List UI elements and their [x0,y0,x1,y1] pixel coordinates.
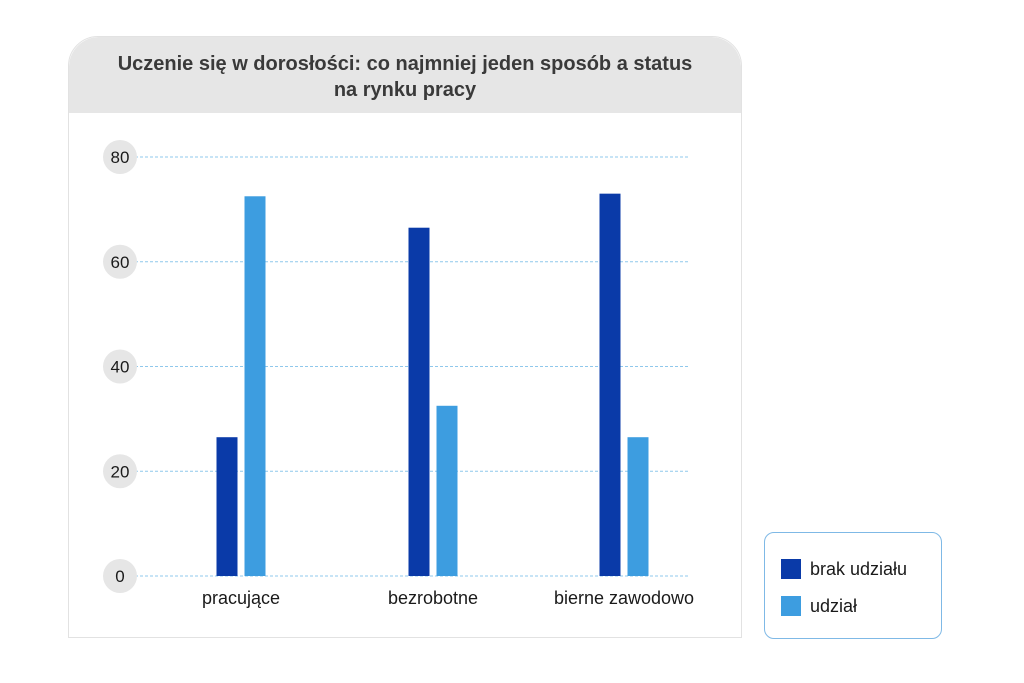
bar-udzial-pracujace [244,196,266,576]
chart-header [69,37,741,113]
bar-udzial-bierne-zawodowo [627,437,649,576]
x-tick-label-bezrobotne: bezrobotne [388,588,478,608]
y-tick-label-0: 0 [115,567,124,586]
y-tick-bg-40 [103,349,137,384]
x-tick-label-bierne-zawodowo: bierne zawodowo [554,588,694,608]
bar-brak-udzialu-bierne-zawodowo [599,193,621,576]
y-tick-label-20: 20 [111,462,130,481]
legend-label-udzial: udział [810,595,858,616]
y-tick-bg-60 [103,244,137,279]
y-tick-bg-0 [103,559,137,593]
y-tick-label-80: 80 [111,148,130,167]
legend-swatch-udzial [781,596,801,616]
chart-card: Uczenie się w dorosłości: co najmniej je… [68,36,742,638]
x-tick-label-pracujace: pracujące [202,588,280,608]
legend-swatch-brak-udzialu [781,559,801,579]
bar-udzial-bezrobotne [436,405,458,576]
legend-item-udzial: udział [781,595,857,617]
bar-brak-udzialu-bezrobotne [408,227,430,577]
chart-title: Uczenie się w dorosłości: co najmniej je… [117,53,693,101]
y-tick-bg-20 [103,454,137,489]
legend: brak udziału udział [764,532,942,639]
legend-label-brak-udzialu: brak udziału [810,558,908,579]
legend-item-brak-udzialu: brak udziału [781,558,907,580]
bar-brak-udzialu-pracujace [216,437,238,576]
y-tick-label-60: 60 [111,253,130,272]
y-tick-bg-80 [103,140,137,174]
y-tick-label-40: 40 [111,358,130,377]
